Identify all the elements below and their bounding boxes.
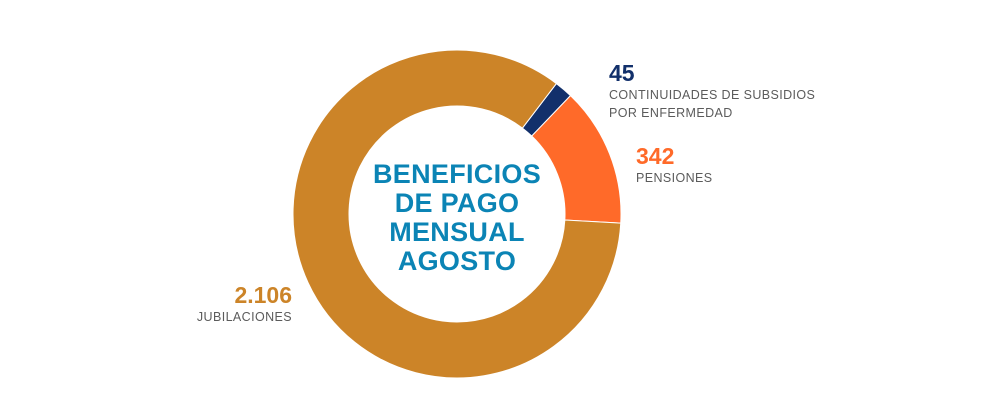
category-label-subsidios-line-1: CONTINUIDADES DE SUBSIDIOS bbox=[609, 88, 816, 102]
chart-title-line-3: MENSUAL bbox=[389, 217, 525, 247]
data-label-subsidios: 45 CONTINUIDADES DE SUBSIDIOS POR ENFERM… bbox=[609, 60, 849, 122]
chart-title-line-2: DE PAGO bbox=[394, 188, 520, 218]
value-label-jubilaciones: 2.106 bbox=[234, 282, 292, 308]
category-label-pensiones: PENSIONES bbox=[636, 171, 713, 185]
chart-title-line-1: BENEFICIOS bbox=[372, 159, 542, 189]
value-label-pensiones: 342 bbox=[636, 143, 675, 169]
category-label-subsidios-line-2: POR ENFERMEDAD bbox=[609, 106, 733, 120]
data-label-jubilaciones: 2.106 JUBILACIONES bbox=[150, 282, 292, 326]
data-label-pensiones: 342 PENSIONES bbox=[636, 143, 836, 187]
value-label-subsidios: 45 bbox=[609, 60, 635, 86]
chart-title: BENEFICIOS DE PAGO MENSUAL AGOSTO bbox=[357, 160, 557, 276]
category-label-jubilaciones: JUBILACIONES bbox=[196, 310, 292, 324]
chart-title-line-4: AGOSTO bbox=[397, 246, 517, 276]
slice-jubilaciones bbox=[292, 49, 622, 379]
donut-slices bbox=[292, 49, 622, 379]
